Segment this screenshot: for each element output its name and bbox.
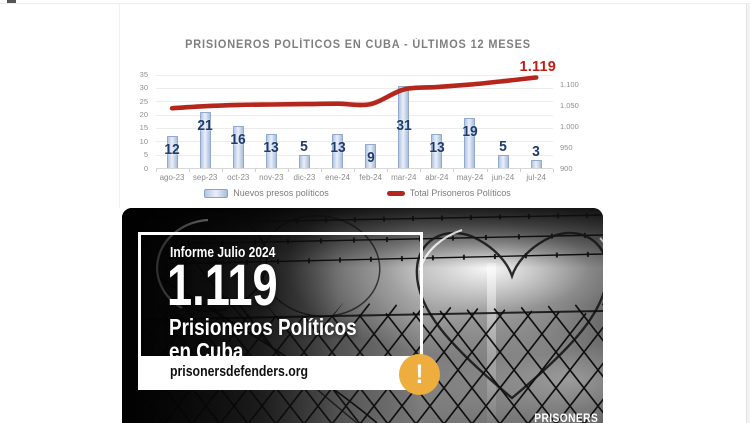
axis-tick-mark <box>221 168 223 172</box>
axis-tick-mark <box>486 168 488 172</box>
line-end-value: 1.119 <box>519 59 556 75</box>
axis-tick-mark <box>519 168 521 172</box>
scrollbar[interactable] <box>746 4 750 423</box>
report-kicker: Informe Julio 2024 <box>170 244 276 261</box>
left-axis-tick: 25 <box>139 96 148 106</box>
axis-tick-mark <box>387 168 389 172</box>
x-axis-label-jul-24: jul-24 <box>526 173 546 182</box>
bar-value-jul-24: 3 <box>532 143 540 161</box>
report-poster: Informe Julio 2024 1.119 Prisioneros Pol… <box>122 208 603 423</box>
exclamation-icon: ! <box>415 359 424 389</box>
axis-tick-mark <box>188 168 190 172</box>
x-axis-label-jun-24: jun-24 <box>491 173 515 182</box>
axis-tick-mark <box>287 168 289 172</box>
gridline <box>155 114 553 116</box>
gridline <box>155 154 553 156</box>
x-axis-label-mar-24: mar-24 <box>391 173 417 182</box>
left-axis-tick: 35 <box>139 70 148 79</box>
gridline <box>155 101 553 103</box>
left-axis-tick: 0 <box>143 163 148 173</box>
legend-label: Nuevos presos políticos <box>233 188 329 198</box>
bar-value-sep-23: 21 <box>197 117 213 135</box>
axis-tick-mark <box>552 168 554 172</box>
bar-nov-23 <box>265 133 277 169</box>
bar-jul-24 <box>530 160 542 169</box>
line-swatch-icon <box>386 190 405 196</box>
x-axis-label-feb-24: feb-24 <box>359 173 382 182</box>
website-bar: prisonersdefenders.org <box>141 356 420 387</box>
gridline <box>155 87 553 89</box>
bar-feb-24 <box>365 144 377 169</box>
axis-tick-mark <box>420 168 422 172</box>
bar-jun-24 <box>497 155 509 169</box>
x-axis-label-dic-23: dic-23 <box>293 173 316 182</box>
left-axis-tick: 5 <box>143 150 148 160</box>
bar-value-abr-24: 13 <box>429 138 445 156</box>
axis-tick-mark <box>254 168 256 172</box>
left-axis-tick: 20 <box>139 110 148 120</box>
x-axis-label-nov-23: nov-23 <box>259 173 284 182</box>
axis-tick-mark <box>155 168 157 172</box>
right-axis-tick: 1.050 <box>560 101 579 111</box>
x-axis-label-oct-23: oct-23 <box>227 173 250 182</box>
bar-sep-23 <box>199 112 211 169</box>
right-axis-tick: 1.000 <box>560 121 579 131</box>
poster-title-line1: Prisioneros Políticos <box>169 314 357 340</box>
bar-swatch-icon <box>204 188 229 198</box>
prisoners-chart: PRISIONEROS POLÍTICOS EN CUBA - ÚLTIMOS … <box>0 0 750 210</box>
bar-value-mar-24: 31 <box>396 117 412 134</box>
bar-value-jun-24: 5 <box>499 138 507 156</box>
right-axis-tick: 1.100 <box>560 80 579 90</box>
report-info-box: Informe Julio 2024 1.119 Prisioneros Pol… <box>138 232 440 395</box>
gridline <box>155 141 553 143</box>
legend-label: Total Prisoneros Políticos <box>409 188 511 198</box>
x-axis-label-sep-23: sep-23 <box>192 173 218 182</box>
prisoner-count: 1.119 <box>167 253 278 318</box>
right-axis-tick: 950 <box>560 142 573 152</box>
prisoners-defenders-logo: PRISONERS <box>534 411 598 423</box>
chart-title: PRISIONEROS POLÍTICOS EN CUBA - ÚLTIMOS … <box>184 39 531 51</box>
bar-mar-24 <box>398 85 410 169</box>
legend-item-new-prisoners: Nuevos presos políticos <box>204 188 329 198</box>
bar-oct-23 <box>232 125 244 169</box>
total-line-path <box>169 75 539 111</box>
bar-abr-24 <box>431 133 443 169</box>
bar-value-nov-23: 13 <box>263 138 280 156</box>
bar-ene-24 <box>332 133 344 169</box>
axis-tick-mark <box>354 168 356 172</box>
top-divider <box>0 3 750 4</box>
x-axis-label-may-24: may-24 <box>456 173 484 182</box>
bar-dic-23 <box>298 155 310 169</box>
axis-tick-mark <box>321 168 322 172</box>
bar-value-ago-23: 12 <box>164 141 180 159</box>
bar-value-may-24: 19 <box>462 122 478 140</box>
gridline <box>155 127 553 129</box>
bar-ago-23 <box>166 136 178 169</box>
window-edge-mark <box>7 0 16 3</box>
x-axis-label-abr-24: abr-24 <box>425 173 449 182</box>
legend-item-total-prisoners: Total Prisoneros Políticos <box>386 188 511 198</box>
bar-value-feb-24: 9 <box>366 149 375 167</box>
left-axis-tick: 10 <box>139 136 148 146</box>
left-axis-tick: 30 <box>139 83 148 93</box>
x-axis-label-ene-24: ene-24 <box>325 173 350 182</box>
x-axis-label-ago-23: ago-23 <box>159 173 185 182</box>
bar-value-ene-24: 13 <box>329 138 346 156</box>
left-axis-tick: 15 <box>139 123 148 133</box>
gridline <box>155 74 553 76</box>
website-link[interactable]: prisonersdefenders.org <box>170 363 309 380</box>
chart-legend: Nuevos presos políticos Total Prisoneros… <box>0 188 715 198</box>
bar-value-oct-23: 16 <box>230 130 246 148</box>
bar-value-dic-23: 5 <box>300 138 309 156</box>
bar-may-24 <box>464 117 476 169</box>
axis-tick-mark <box>453 168 455 172</box>
alert-badge: ! <box>399 354 440 395</box>
page-left-edge <box>119 4 120 208</box>
total-prisoners-line <box>169 75 539 111</box>
right-axis-tick: 900 <box>560 163 573 173</box>
